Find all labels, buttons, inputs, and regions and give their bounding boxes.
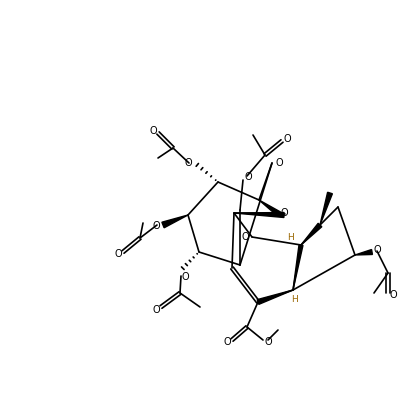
Polygon shape: [355, 250, 372, 255]
Text: O: O: [264, 337, 272, 347]
Polygon shape: [301, 223, 322, 245]
Text: H: H: [287, 233, 295, 241]
Text: H: H: [292, 295, 298, 305]
Text: O: O: [114, 249, 122, 259]
Text: O: O: [244, 172, 252, 182]
Text: O: O: [283, 134, 291, 144]
Text: O: O: [373, 245, 381, 255]
Text: O: O: [389, 290, 397, 300]
Text: O: O: [223, 337, 231, 347]
Polygon shape: [257, 290, 293, 305]
Polygon shape: [234, 213, 284, 218]
Text: O: O: [275, 158, 283, 168]
Text: O: O: [152, 305, 160, 315]
Text: O: O: [241, 232, 249, 242]
Polygon shape: [259, 200, 280, 216]
Text: O: O: [149, 126, 157, 136]
Text: O: O: [181, 272, 189, 282]
Polygon shape: [162, 215, 188, 228]
Polygon shape: [320, 192, 332, 225]
Text: O: O: [152, 221, 160, 231]
Text: O: O: [280, 208, 288, 218]
Text: O: O: [184, 158, 192, 168]
Polygon shape: [293, 245, 303, 290]
